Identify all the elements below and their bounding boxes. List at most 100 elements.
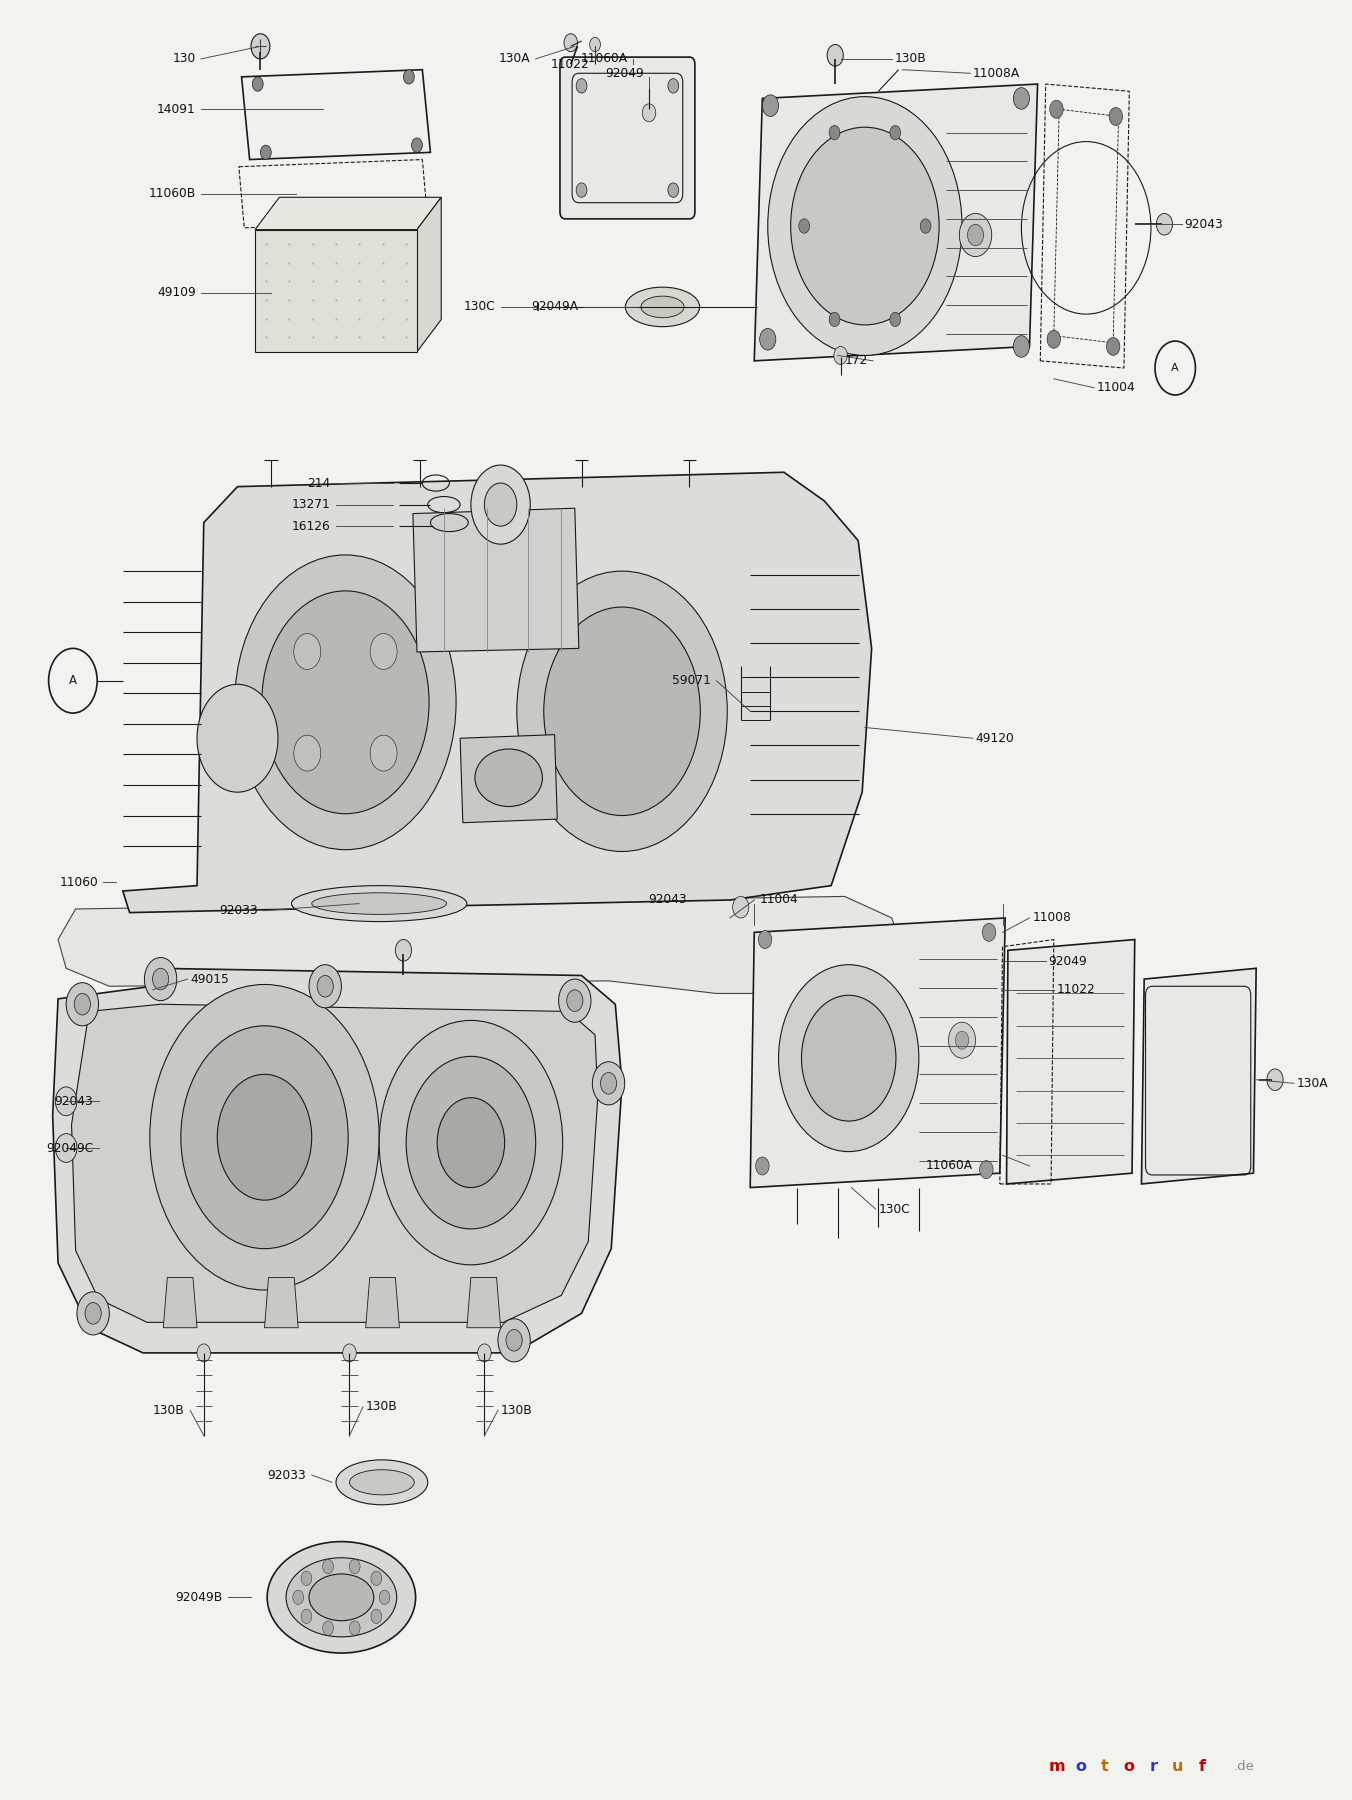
Circle shape	[437, 1098, 504, 1188]
Circle shape	[1109, 108, 1122, 126]
Polygon shape	[1141, 968, 1256, 1184]
Circle shape	[323, 1622, 334, 1634]
Circle shape	[1046, 329, 1060, 347]
Text: u: u	[1172, 1759, 1183, 1773]
Text: 13271: 13271	[292, 499, 331, 511]
Text: 172: 172	[845, 355, 868, 367]
Circle shape	[343, 1345, 356, 1363]
Circle shape	[406, 1057, 535, 1229]
Circle shape	[576, 79, 587, 94]
Text: 49120: 49120	[976, 733, 1014, 745]
Text: 11004: 11004	[1096, 382, 1136, 394]
Circle shape	[150, 985, 379, 1291]
Circle shape	[262, 590, 429, 814]
Circle shape	[779, 965, 919, 1152]
Text: 11022: 11022	[550, 58, 589, 70]
Circle shape	[261, 146, 272, 160]
Circle shape	[293, 634, 320, 670]
Circle shape	[589, 38, 600, 52]
Circle shape	[733, 896, 749, 918]
Text: 92049B: 92049B	[176, 1591, 223, 1604]
Circle shape	[498, 1319, 530, 1363]
Text: A: A	[69, 675, 77, 688]
Polygon shape	[72, 1004, 598, 1323]
Ellipse shape	[268, 1541, 415, 1652]
Text: 92049C: 92049C	[46, 1141, 93, 1154]
Circle shape	[949, 1022, 976, 1058]
Circle shape	[921, 220, 932, 234]
Text: 92033: 92033	[219, 904, 258, 918]
FancyBboxPatch shape	[256, 230, 416, 351]
Text: 11022: 11022	[1056, 983, 1095, 997]
Circle shape	[592, 1062, 625, 1105]
FancyBboxPatch shape	[560, 58, 695, 220]
Circle shape	[506, 1330, 522, 1352]
Circle shape	[668, 79, 679, 94]
Circle shape	[370, 734, 397, 770]
Text: 130C: 130C	[464, 301, 495, 313]
Circle shape	[197, 1345, 211, 1363]
Circle shape	[318, 976, 334, 997]
Text: 11008: 11008	[1032, 911, 1071, 925]
Circle shape	[1013, 335, 1029, 356]
Text: 130B: 130B	[365, 1400, 397, 1413]
Text: 92043: 92043	[1184, 218, 1224, 230]
Polygon shape	[123, 472, 872, 913]
Text: 214: 214	[307, 477, 331, 490]
Circle shape	[484, 482, 516, 526]
Circle shape	[74, 994, 91, 1015]
Circle shape	[218, 1075, 312, 1201]
Ellipse shape	[626, 288, 699, 326]
Circle shape	[890, 311, 900, 326]
Circle shape	[310, 965, 342, 1008]
Polygon shape	[53, 968, 622, 1354]
Text: 92049A: 92049A	[531, 301, 579, 313]
Polygon shape	[754, 85, 1037, 360]
Polygon shape	[265, 1278, 299, 1328]
Circle shape	[760, 328, 776, 349]
Text: f: f	[1199, 1759, 1206, 1773]
Ellipse shape	[292, 886, 466, 922]
Circle shape	[1049, 101, 1063, 119]
Polygon shape	[256, 198, 441, 230]
Polygon shape	[242, 70, 430, 160]
Ellipse shape	[337, 1460, 427, 1505]
Ellipse shape	[475, 749, 542, 806]
Circle shape	[600, 1073, 617, 1094]
Ellipse shape	[310, 1573, 373, 1620]
Circle shape	[55, 1087, 77, 1116]
Circle shape	[791, 128, 940, 324]
Circle shape	[827, 45, 844, 67]
Text: 11060A: 11060A	[926, 1159, 973, 1172]
Text: t: t	[1101, 1759, 1109, 1773]
Text: .de: .de	[1233, 1760, 1255, 1773]
Circle shape	[564, 34, 577, 52]
Circle shape	[763, 95, 779, 117]
Text: 59071: 59071	[672, 675, 711, 688]
Text: 130A: 130A	[1297, 1076, 1328, 1089]
Ellipse shape	[287, 1557, 396, 1636]
Text: r: r	[1149, 1759, 1157, 1773]
Circle shape	[370, 1571, 381, 1586]
Circle shape	[323, 1559, 334, 1573]
Circle shape	[66, 983, 99, 1026]
Text: 130C: 130C	[879, 1202, 910, 1215]
Text: 130: 130	[173, 52, 196, 65]
Circle shape	[829, 311, 840, 326]
Circle shape	[301, 1571, 312, 1586]
Circle shape	[197, 684, 279, 792]
Text: 49109: 49109	[157, 286, 196, 299]
Circle shape	[799, 220, 810, 234]
Text: 16126: 16126	[292, 520, 331, 533]
Circle shape	[153, 968, 169, 990]
Circle shape	[1267, 1069, 1283, 1091]
Circle shape	[890, 126, 900, 140]
Circle shape	[411, 139, 422, 153]
Text: 11060A: 11060A	[580, 52, 627, 65]
Circle shape	[349, 1559, 360, 1573]
Ellipse shape	[349, 1471, 414, 1494]
Text: m: m	[1048, 1759, 1065, 1773]
Circle shape	[768, 97, 963, 355]
Polygon shape	[460, 734, 557, 823]
Circle shape	[477, 1345, 491, 1363]
